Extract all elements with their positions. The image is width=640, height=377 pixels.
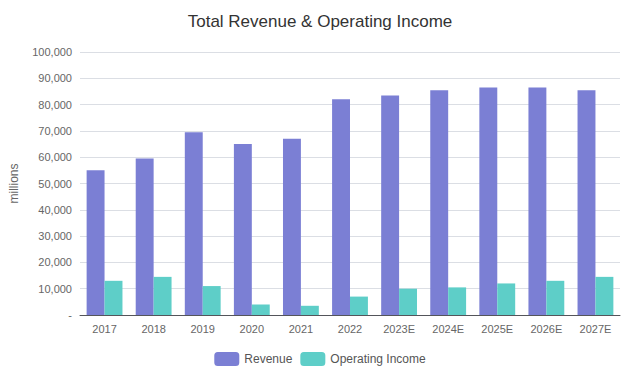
svg-text:2023E: 2023E [383, 323, 415, 335]
svg-text:40,000: 40,000 [38, 204, 72, 216]
svg-text:30,000: 30,000 [38, 230, 72, 242]
svg-text:90,000: 90,000 [38, 72, 72, 84]
svg-text:2017: 2017 [92, 323, 116, 335]
svg-text:2026E: 2026E [530, 323, 562, 335]
svg-text:2022: 2022 [338, 323, 362, 335]
svg-text:50,000: 50,000 [38, 178, 72, 190]
svg-text:2025E: 2025E [481, 323, 513, 335]
svg-text:60,000: 60,000 [38, 151, 72, 163]
svg-text:20,000: 20,000 [38, 256, 72, 268]
svg-text:-: - [68, 309, 72, 321]
svg-text:2019: 2019 [190, 323, 214, 335]
svg-text:Total Revenue & Operating Inco: Total Revenue & Operating Income [188, 12, 453, 31]
svg-text:2021: 2021 [289, 323, 313, 335]
svg-text:80,000: 80,000 [38, 99, 72, 111]
svg-text:100,000: 100,000 [32, 46, 72, 58]
svg-text:2020: 2020 [240, 323, 264, 335]
svg-text:2018: 2018 [141, 323, 165, 335]
svg-text:Revenue: Revenue [244, 352, 292, 366]
svg-text:Operating Income: Operating Income [330, 352, 426, 366]
svg-text:10,000: 10,000 [38, 283, 72, 295]
svg-text:2024E: 2024E [432, 323, 464, 335]
svg-text:millions: millions [7, 163, 21, 203]
svg-text:2027E: 2027E [580, 323, 612, 335]
svg-text:70,000: 70,000 [38, 125, 72, 137]
